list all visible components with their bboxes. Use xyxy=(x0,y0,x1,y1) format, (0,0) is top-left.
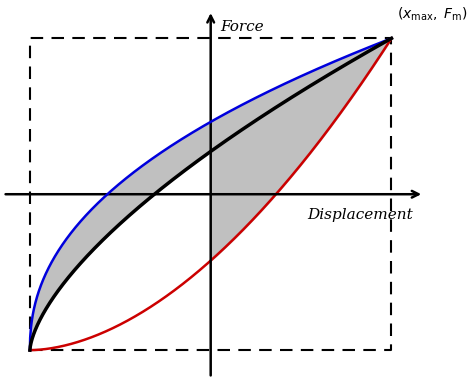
Text: Force: Force xyxy=(220,19,264,34)
Text: $(x_{\mathrm{max}},\ F_{\mathrm{m}})$: $(x_{\mathrm{max}},\ F_{\mathrm{m}})$ xyxy=(397,5,468,23)
Text: Displacement: Displacement xyxy=(308,208,413,222)
